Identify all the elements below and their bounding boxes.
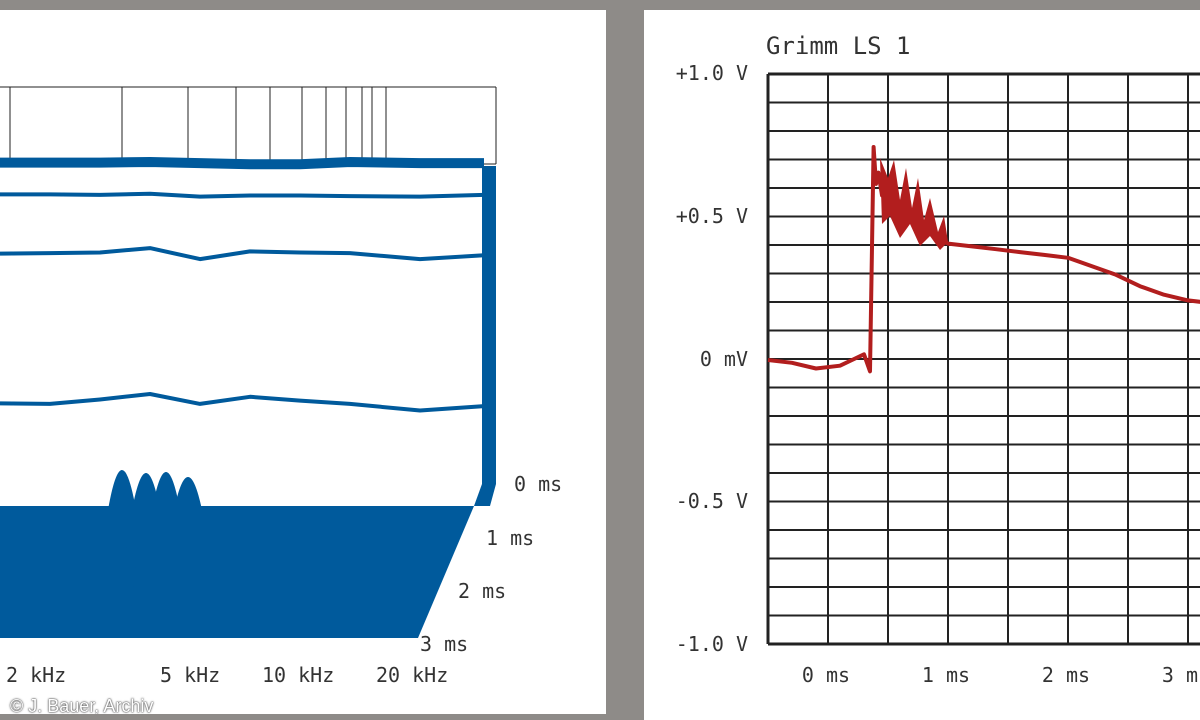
decay-series-2 — [0, 246, 485, 262]
step-response-panel: Grimm LS 1 +1.0 V +0.5 V 0 mV -0.5 V -1.0 V 0 … — [644, 10, 1200, 720]
ringing-tail — [118, 544, 138, 622]
ringing-bump-0 — [108, 470, 136, 510]
step-response-ringing — [880, 158, 948, 250]
x-tick-label: 2 ms — [1042, 663, 1090, 687]
waterfall-chart: 2 kHz 5 kHz 10 kHz 20 kHz 0 ms 1 ms 2 ms 3 ms — [0, 86, 562, 687]
waterfall-floor — [0, 506, 474, 638]
y-tick-label: -1.0 V — [676, 632, 748, 656]
freq-tick-label: 5 kHz — [160, 663, 220, 687]
ringing-bump-2 — [152, 472, 180, 510]
y-tick-label: -0.5 V — [676, 489, 748, 513]
x-tick-label: 3 ms — [1162, 663, 1200, 687]
waterfall-panel: 2 kHz 5 kHz 10 kHz 20 kHz 0 ms 1 ms 2 ms 3 ms ©… — [0, 10, 606, 714]
y-tick-label: +1.0 V — [676, 61, 748, 85]
credit-text: © J. Bauer, Archiv — [10, 696, 154, 714]
ringing-bump-1 — [132, 473, 160, 510]
freq-tick-label: 20 kHz — [376, 663, 448, 687]
y-tick-label: 0 mV — [700, 347, 748, 371]
decay-series-0 — [0, 157, 484, 170]
time-tick-label: 3 ms — [420, 632, 468, 656]
freq-tick-label: 2 kHz — [6, 663, 66, 687]
time-tick-label: 2 ms — [458, 579, 506, 603]
waterfall-wall — [482, 166, 496, 484]
step-response-chart: Grimm LS 1 +1.0 V +0.5 V 0 mV -0.5 V -1.0 V 0 … — [676, 32, 1200, 687]
decay-series-1 — [0, 191, 485, 199]
step-response-trace — [767, 145, 1200, 374]
freq-tick-label: 10 kHz — [262, 663, 334, 687]
x-tick-label: 0 ms — [802, 663, 850, 687]
y-tick-label: +0.5 V — [676, 204, 748, 228]
chart-title: Grimm LS 1 — [766, 32, 911, 60]
decay-series-3 — [0, 392, 485, 413]
time-tick-label: 0 ms — [514, 472, 562, 496]
waterfall-floor-edge — [474, 484, 496, 506]
time-tick-label: 1 ms — [486, 526, 534, 550]
ringing-bump-3 — [174, 477, 202, 510]
x-tick-label: 1 ms — [922, 663, 970, 687]
